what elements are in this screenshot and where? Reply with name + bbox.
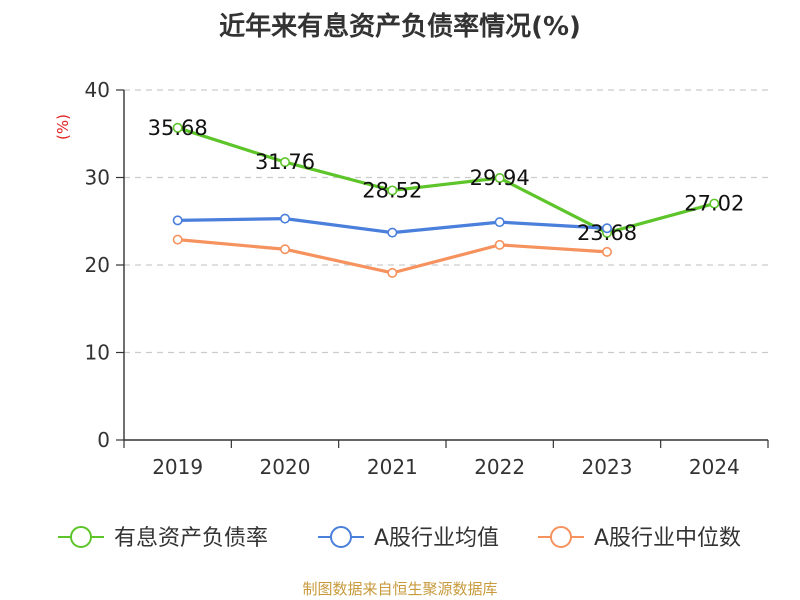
x-tick-label: 2022: [474, 455, 525, 479]
y-tick-label: 30: [85, 166, 110, 190]
data-point: [387, 185, 398, 196]
legend-marker: [550, 526, 572, 548]
y-tick-label: 0: [97, 428, 110, 452]
legend-label: A股行业中位数: [594, 526, 741, 551]
data-label: 31.76: [255, 150, 315, 174]
data-point: [279, 157, 290, 168]
x-tick-label: 2024: [689, 455, 740, 479]
x-tick-label: 2020: [260, 455, 311, 479]
data-point: [279, 213, 290, 224]
data-point: [494, 173, 505, 184]
data-point: [709, 198, 720, 209]
source-note: 制图数据来自恒生聚源数据库: [302, 580, 498, 598]
data-label: 35.68: [148, 116, 208, 140]
y-tick-label: 40: [85, 78, 110, 102]
data-point: [494, 217, 505, 228]
data-point: [387, 227, 398, 238]
data-point: [279, 244, 290, 255]
data-point: [494, 239, 505, 250]
y-tick-label: 20: [85, 253, 110, 277]
legend: 有息资产负债率 A股行业均值 A股行业中位数: [58, 526, 741, 551]
grid-layer: [124, 89, 768, 354]
data-point: [172, 122, 183, 133]
data-label: 23.68: [577, 221, 637, 245]
label-layer: 35.68 31.76 28.52 29.94 23.68 27.02: [148, 116, 745, 245]
data-point: [601, 223, 612, 234]
data-point: [172, 215, 183, 226]
y-tick-label: 10: [85, 341, 110, 365]
series-line: [177, 126, 715, 235]
data-label: 29.94: [470, 166, 530, 190]
x-tick-label: 2019: [152, 455, 203, 479]
legend-marker: [330, 526, 352, 548]
legend-label: A股行业均值: [374, 526, 499, 551]
legend-marker: [70, 526, 92, 548]
y-axis-label: (%): [54, 114, 72, 140]
data-label: 28.52: [362, 178, 422, 202]
axis-layer: 0 10 20 30 40 (%) 2019 2020 2021 2022 2023 2024: [54, 78, 769, 479]
data-point: [172, 234, 183, 245]
chart-title: 近年来有息资产负债率情况(%): [219, 12, 581, 42]
series-layer: [172, 122, 720, 278]
legend-label: 有息资产负债率: [114, 526, 268, 551]
x-tick-label: 2021: [367, 455, 418, 479]
data-label: 27.02: [684, 192, 744, 216]
data-point: [387, 267, 398, 278]
data-point: [601, 246, 612, 257]
x-tick-label: 2023: [582, 455, 633, 479]
